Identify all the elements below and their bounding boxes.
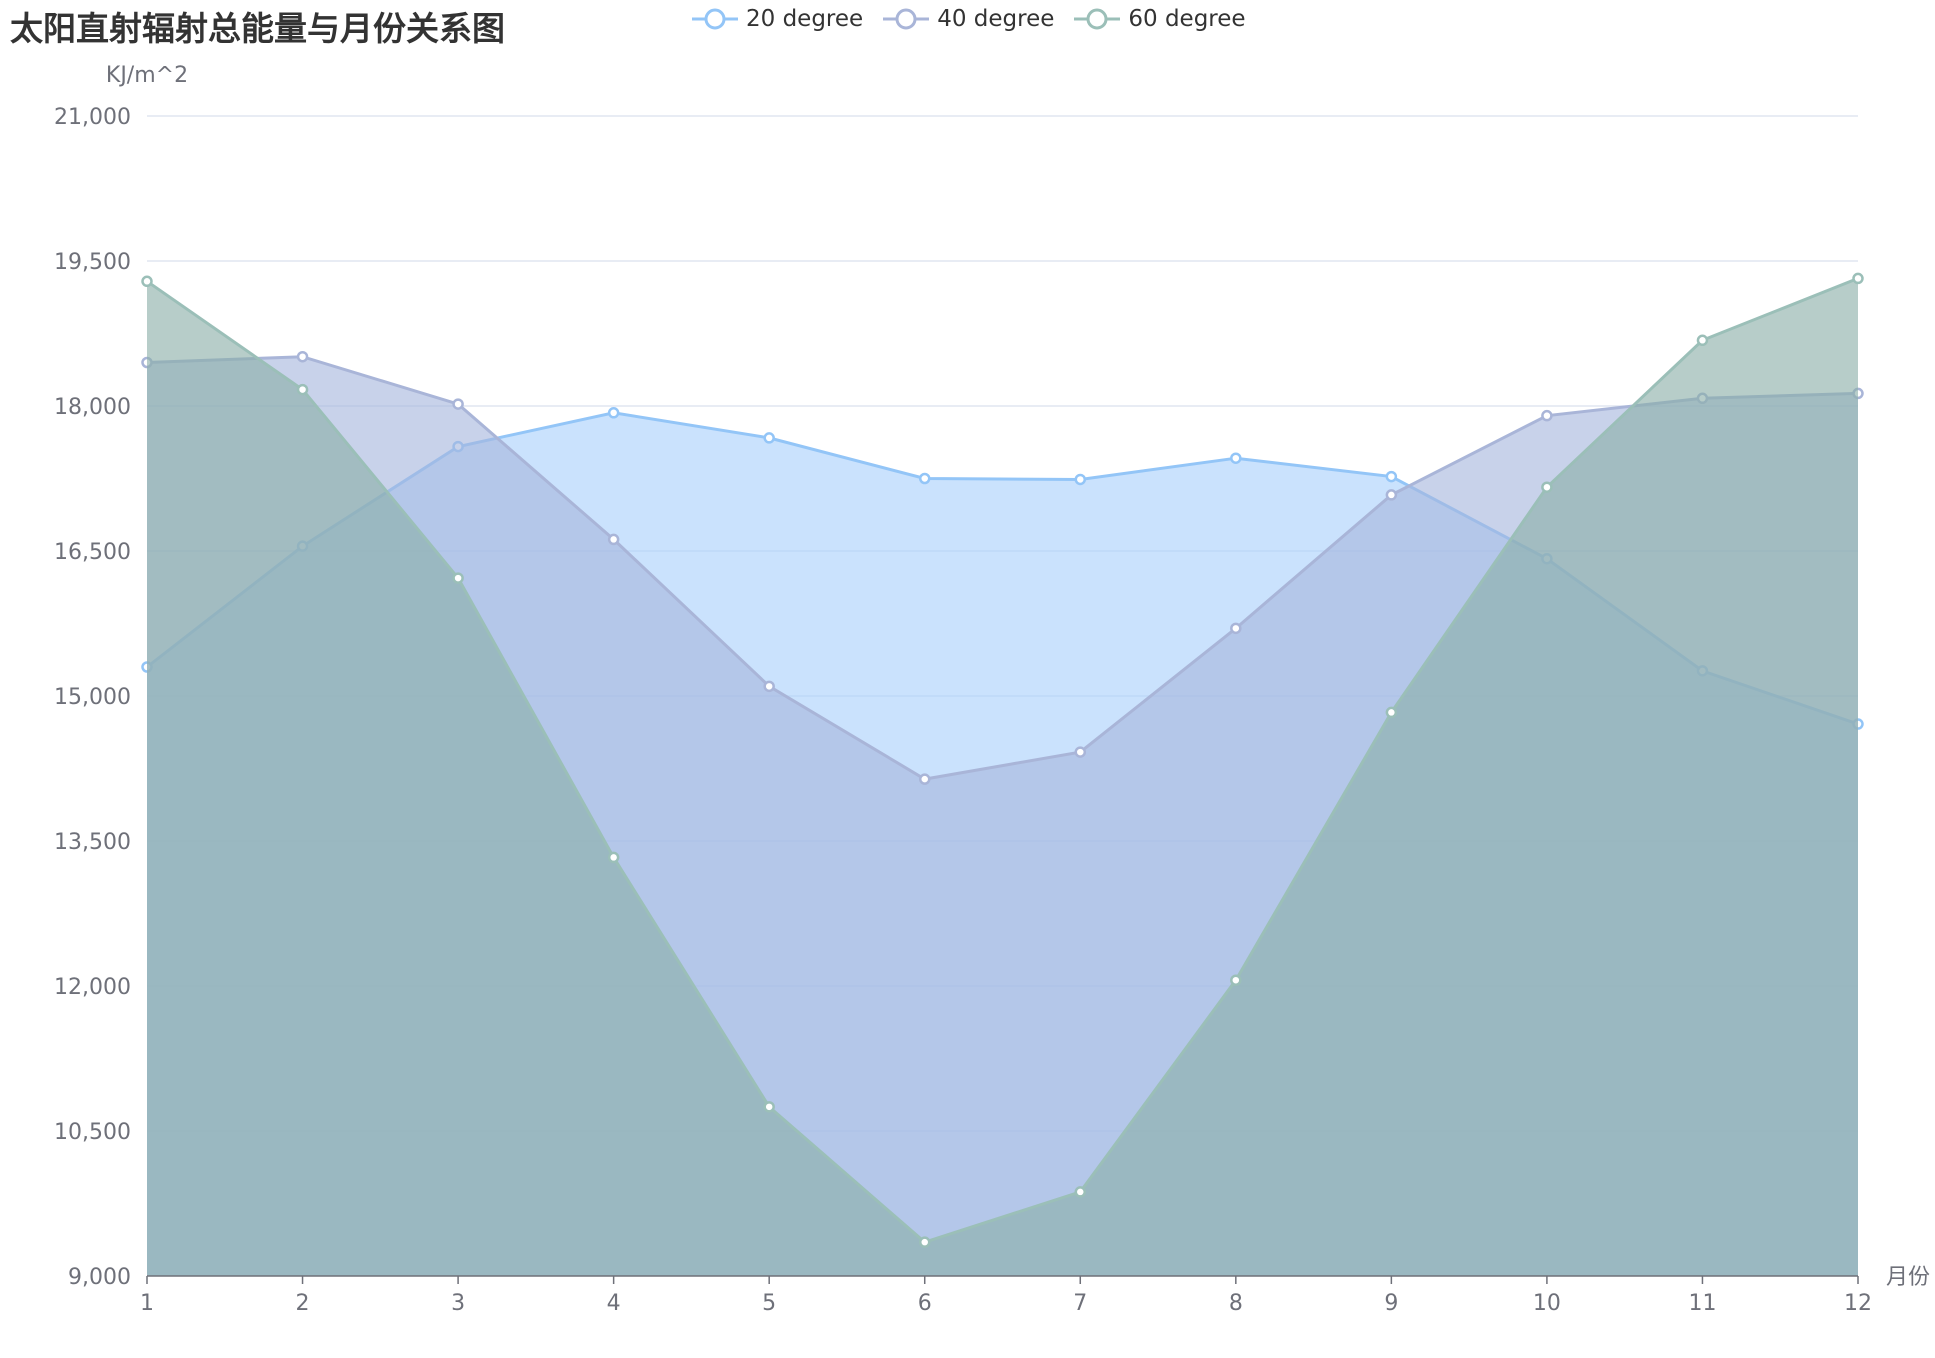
series-line <box>146 277 1859 1244</box>
y-tick-label: 13,500 <box>54 830 131 855</box>
x-tick-label: 2 <box>296 1291 310 1316</box>
data-point <box>296 383 309 396</box>
x-tick-label: 10 <box>1533 1291 1561 1316</box>
x-tick-label: 1 <box>140 1291 154 1316</box>
y-tick-label: 19,500 <box>54 250 131 275</box>
data-point <box>607 533 620 546</box>
data-point <box>763 1101 775 1113</box>
data-point <box>1852 272 1864 285</box>
data-point <box>296 350 309 363</box>
y-tick-label: 12,000 <box>54 975 131 1000</box>
data-point <box>1541 481 1553 493</box>
y-axis-label: KJ/m^2 <box>106 63 188 88</box>
chart-title: 太阳直射辐射总能量与月份关系图 <box>10 9 505 48</box>
data-point <box>1074 473 1087 486</box>
x-tick-label: 5 <box>762 1291 776 1316</box>
data-point <box>1230 622 1242 635</box>
x-tick-label: 4 <box>607 1291 621 1316</box>
x-tick-label: 12 <box>1844 1291 1872 1316</box>
series-line <box>146 355 1859 781</box>
legend: 20 degree 40 degree 60 degree <box>692 6 1246 32</box>
x-tick-label: 9 <box>1384 1291 1398 1316</box>
y-tick-label: 18,000 <box>54 395 131 420</box>
data-point <box>452 572 464 584</box>
legend-label: 40 degree <box>937 6 1055 32</box>
legend-marker-icon <box>692 8 738 30</box>
data-point <box>918 472 931 485</box>
legend-label: 60 degree <box>1128 6 1246 32</box>
data-point <box>1230 974 1242 986</box>
x-tick-label: 11 <box>1688 1291 1716 1316</box>
data-point <box>1385 489 1398 501</box>
data-point <box>918 773 931 785</box>
y-tick-label: 10,500 <box>54 1120 131 1145</box>
legend-item[interactable]: 20 degree <box>692 6 863 32</box>
data-point <box>1385 706 1398 719</box>
x-tick-label: 8 <box>1229 1291 1243 1316</box>
x-tick-label: 3 <box>451 1291 465 1316</box>
legend-label: 20 degree <box>746 6 864 32</box>
data-point <box>1541 409 1553 422</box>
y-tick-label: 15,000 <box>54 685 131 710</box>
data-point <box>1230 452 1242 464</box>
data-point <box>1696 334 1709 347</box>
data-point <box>607 407 620 419</box>
series-area <box>147 278 1858 1276</box>
data-point <box>1385 470 1398 483</box>
legend-marker-icon <box>883 8 930 30</box>
data-point <box>763 680 775 693</box>
x-tick-label: 7 <box>1073 1291 1087 1316</box>
data-point <box>1074 746 1087 758</box>
data-point <box>1074 1186 1087 1198</box>
x-tick-label: 6 <box>918 1291 932 1316</box>
data-point <box>452 398 464 410</box>
legend-item[interactable]: 60 degree <box>1074 6 1246 32</box>
legend-item[interactable]: 40 degree <box>883 6 1054 32</box>
x-axis-label: 月份 <box>1886 1265 1930 1290</box>
y-tick-label: 9,000 <box>68 1265 131 1290</box>
data-point <box>918 1236 931 1248</box>
series-2 <box>141 272 1864 1276</box>
data-point <box>763 432 775 444</box>
y-tick-label: 21,000 <box>54 105 131 130</box>
data-point <box>141 275 153 288</box>
legend-marker-icon <box>1074 8 1121 30</box>
y-tick-label: 16,500 <box>54 540 131 565</box>
data-point <box>607 851 620 864</box>
